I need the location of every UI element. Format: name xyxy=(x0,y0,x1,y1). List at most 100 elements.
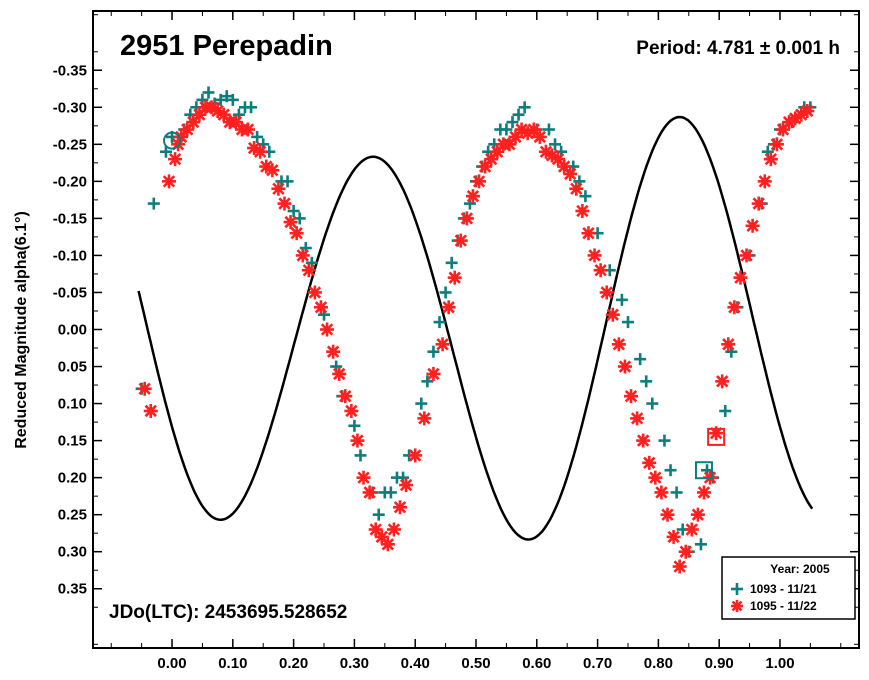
y-tick-label: -0.35 xyxy=(53,62,87,79)
data-point-plus xyxy=(658,434,671,447)
data-point-asterisk xyxy=(721,337,736,352)
data-point-asterisk xyxy=(426,366,441,381)
data-point-asterisk xyxy=(532,129,547,144)
y-tick-label: 0.35 xyxy=(58,581,87,598)
legend-title: Year: 2005 xyxy=(770,562,830,576)
data-point-asterisk xyxy=(465,189,480,204)
data-point-asterisk xyxy=(320,322,335,337)
data-point-plus xyxy=(348,419,361,432)
data-point-asterisk xyxy=(605,307,620,322)
data-point-plus xyxy=(694,538,707,551)
data-point-asterisk xyxy=(453,233,468,248)
data-point-plus xyxy=(439,286,452,299)
data-point-plus xyxy=(372,508,385,521)
data-point-plus xyxy=(549,138,562,151)
data-point-plus xyxy=(615,293,628,306)
data-point-asterisk xyxy=(733,270,748,285)
y-tick-label: 0.30 xyxy=(58,544,87,561)
data-point-asterisk xyxy=(417,411,432,426)
data-point-plus xyxy=(220,90,233,103)
data-point-asterisk xyxy=(350,433,365,448)
highlight-circle xyxy=(163,131,182,150)
data-point-asterisk xyxy=(174,129,189,144)
data-point-asterisk xyxy=(684,522,699,537)
data-point-asterisk xyxy=(727,300,742,315)
data-point-asterisk xyxy=(283,215,298,230)
legend-marker-plus xyxy=(731,583,743,595)
data-point-plus xyxy=(384,486,397,499)
data-point-asterisk xyxy=(757,174,772,189)
legend-entry-1: 1095 - 11/22 xyxy=(750,599,817,613)
y-tick-label: 0.10 xyxy=(58,396,87,413)
y-axis-label: Reduced Magnitude alpha(6.1°) xyxy=(13,211,30,449)
data-point-asterisk xyxy=(593,263,608,278)
data-point-asterisk xyxy=(271,181,286,196)
data-point-asterisk xyxy=(636,433,651,448)
data-point-plus xyxy=(634,353,647,366)
data-point-plus xyxy=(226,93,239,106)
data-point-asterisk xyxy=(563,166,578,181)
data-series xyxy=(135,86,817,574)
data-point-asterisk xyxy=(362,485,377,500)
x-tick-label: 0.40 xyxy=(401,655,430,672)
highlight-square xyxy=(694,461,713,480)
x-tick-label: 0.90 xyxy=(705,655,734,672)
data-point-asterisk xyxy=(690,507,705,522)
x-axis: 0.00 0.10 0.20 0.30 0.40 0.50 0.60 0.70 0.80 0.90… xyxy=(110,11,842,672)
data-point-plus xyxy=(646,397,659,410)
data-point-asterisk xyxy=(326,344,341,359)
data-point-plus xyxy=(287,204,300,217)
data-point-plus xyxy=(640,375,653,388)
data-point-asterisk xyxy=(599,285,614,300)
x-tick-label: 1.00 xyxy=(765,655,794,672)
data-point-asterisk xyxy=(277,196,292,211)
x-tick-label: 0.80 xyxy=(644,655,673,672)
data-point-plus xyxy=(670,486,683,499)
epoch-annotation: JDo(LTC): 2453695.528652 xyxy=(109,602,347,623)
data-point-asterisk xyxy=(617,359,632,374)
legend-entry-0: 1093 - 11/21 xyxy=(750,582,817,596)
data-point-asterisk xyxy=(769,137,784,152)
data-point-asterisk xyxy=(581,226,596,241)
data-point-asterisk xyxy=(745,218,760,233)
y-tick-label: 0.25 xyxy=(58,507,87,524)
data-point-asterisk xyxy=(569,181,584,196)
data-point-asterisk xyxy=(386,522,401,537)
data-point-asterisk xyxy=(666,529,681,544)
data-point-asterisk xyxy=(672,559,687,574)
data-point-plus xyxy=(281,175,294,188)
y-axis: -0.35 -0.30 -0.25 -0.20 -0.15 -0.10 -0.05 0.00 0… xyxy=(53,14,859,645)
data-point-asterisk xyxy=(241,122,256,137)
data-point-asterisk xyxy=(642,455,657,470)
data-point-asterisk xyxy=(393,500,408,515)
data-point-asterisk xyxy=(459,211,474,226)
x-tick-label: 0.50 xyxy=(461,655,490,672)
data-point-asterisk xyxy=(800,103,815,118)
data-point-asterisk xyxy=(751,196,766,211)
data-point-plus xyxy=(433,316,446,329)
data-point-plus xyxy=(512,108,525,121)
legend-box xyxy=(721,556,856,620)
legend: Year: 2005 1093 - 11/21 1095 - 11/22 xyxy=(721,556,856,620)
data-point-asterisk xyxy=(253,144,268,159)
data-point-asterisk xyxy=(435,337,450,352)
legend-marker-asterisk xyxy=(731,600,743,612)
data-point-asterisk xyxy=(472,174,487,189)
data-point-plus xyxy=(202,86,215,99)
y-tick-label: -0.30 xyxy=(53,99,87,116)
data-point-plus xyxy=(251,130,264,143)
data-point-asterisk xyxy=(265,163,280,178)
highlighted-points xyxy=(163,131,726,480)
data-point-plus xyxy=(621,316,634,329)
data-point-asterisk xyxy=(295,248,310,263)
data-point-asterisk xyxy=(575,203,590,218)
data-point-asterisk xyxy=(696,485,711,500)
data-point-plus xyxy=(500,123,513,136)
data-point-asterisk xyxy=(168,152,183,167)
data-point-asterisk xyxy=(763,152,778,167)
data-point-asterisk xyxy=(399,478,414,493)
data-point-asterisk xyxy=(587,248,602,263)
data-point-asterisk xyxy=(301,263,316,278)
data-point-plus xyxy=(214,93,227,106)
data-point-plus xyxy=(579,190,592,203)
